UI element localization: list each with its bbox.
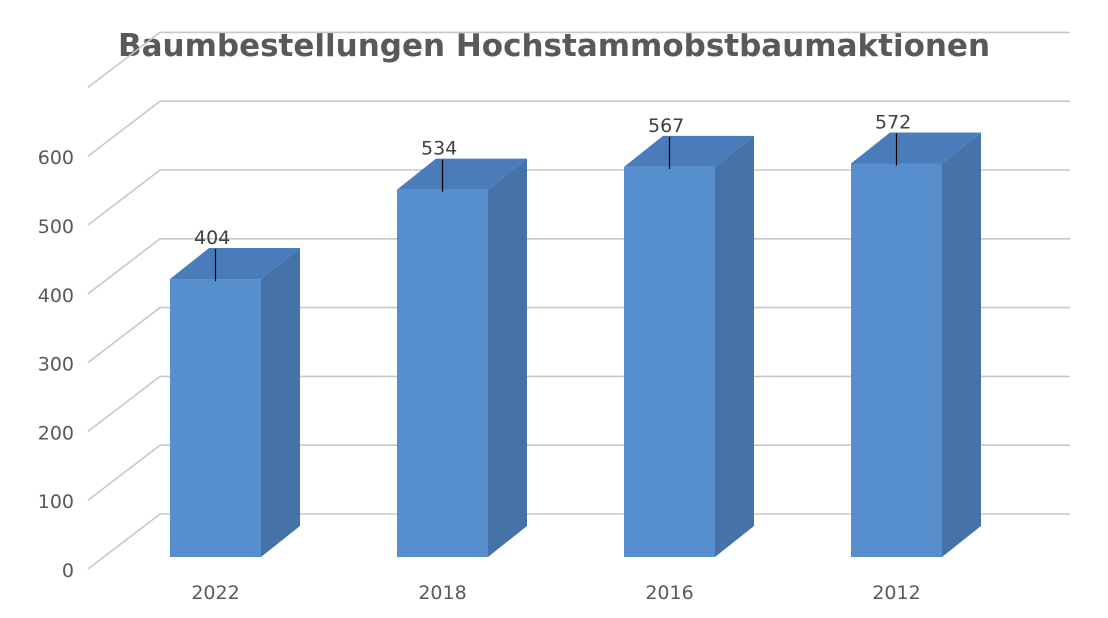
gridline — [87, 444, 1070, 501]
gridline — [87, 306, 1070, 364]
bar-front — [624, 166, 715, 558]
bars: 404 534 567 572 — [170, 111, 981, 558]
gridline — [87, 169, 1070, 226]
bar-side — [942, 132, 981, 558]
bar-top — [851, 132, 981, 164]
bar-front — [397, 189, 488, 557]
gridline — [87, 375, 1070, 433]
gridline — [87, 31, 1070, 89]
bar-top — [397, 158, 527, 190]
bar-front — [170, 279, 261, 557]
chart-title: Baumbestellungen Hochstammobstbaumaktion… — [117, 28, 991, 64]
gridlines — [87, 31, 1070, 570]
bar: 567 — [624, 115, 754, 558]
x-axis: 2022 2018 2016 2012 — [191, 582, 920, 604]
bar-side — [715, 135, 754, 558]
y-tick-label: 500 — [38, 216, 74, 238]
gridline — [87, 100, 1070, 157]
gridline — [87, 238, 1070, 295]
gridline — [87, 513, 1070, 570]
x-tick-label: 2016 — [645, 582, 693, 604]
y-axis: 0 100 200 300 400 500 600 — [38, 147, 74, 582]
y-tick-label: 300 — [38, 354, 74, 376]
data-label: 572 — [875, 111, 911, 133]
data-label: 567 — [648, 115, 684, 137]
x-tick-label: 2022 — [191, 582, 239, 604]
data-label: 404 — [194, 227, 230, 249]
bar: 534 — [397, 138, 527, 557]
y-tick-label: 200 — [38, 422, 74, 444]
bar-side — [488, 158, 527, 557]
x-tick-label: 2018 — [418, 582, 466, 604]
bar-top — [624, 135, 754, 167]
y-tick-label: 0 — [62, 560, 74, 582]
y-tick-label: 100 — [38, 491, 74, 513]
bar-side — [261, 248, 300, 557]
bar: 572 — [851, 111, 981, 558]
x-tick-label: 2012 — [872, 582, 920, 604]
bar: 404 — [170, 227, 300, 557]
bar-top — [170, 248, 300, 280]
y-tick-label: 600 — [38, 147, 74, 169]
y-tick-label: 400 — [38, 285, 74, 307]
data-label: 534 — [421, 138, 457, 160]
bar-front — [851, 163, 942, 558]
